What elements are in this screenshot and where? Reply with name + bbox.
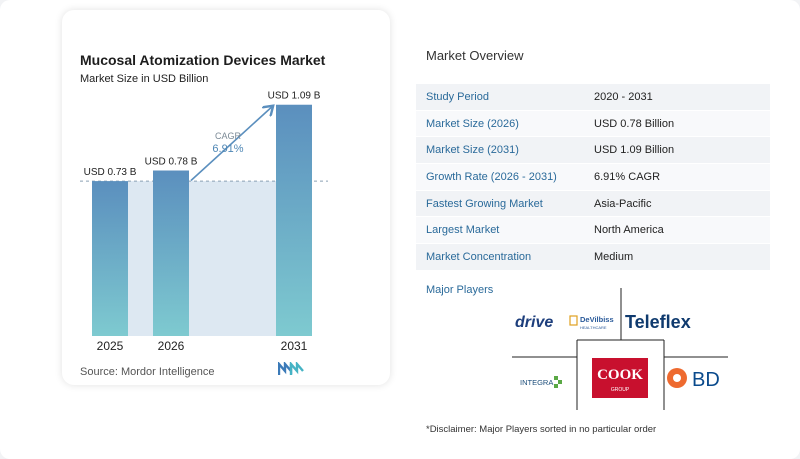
overview-row: Market Concentration Medium xyxy=(416,244,770,271)
chart-subtitle: Market Size in USD Billion xyxy=(80,73,209,85)
svg-text:BD: BD xyxy=(692,369,720,391)
growth-shade xyxy=(92,181,312,336)
major-players-title: Major Players xyxy=(426,284,494,296)
x-tick-2031: 2031 xyxy=(281,339,308,353)
overview-key: Growth Rate (2026 - 2031) xyxy=(426,170,557,183)
teleflex-logo: Teleflex xyxy=(625,312,691,332)
overview-value: North America xyxy=(594,224,664,237)
overview-row: Market Size (2026) USD 0.78 Billion xyxy=(416,110,770,138)
svg-text:Teleflex: Teleflex xyxy=(625,312,691,332)
bar-2026 xyxy=(153,170,189,336)
overview-row: Fastest Growing Market Asia-Pacific xyxy=(416,190,770,218)
market-overview-table: Study Period 2020 - 2031 Market Size (2026… xyxy=(416,84,770,271)
overview-row: Growth Rate (2026 - 2031) 6.91% CAGR xyxy=(416,164,770,191)
overview-key: Fastest Growing Market xyxy=(426,197,543,210)
overview-value: 6.91% CAGR xyxy=(594,170,661,183)
svg-text:GROUP: GROUP xyxy=(611,387,630,393)
data-label-2031: USD 1.09 B xyxy=(268,91,321,102)
overview-value: Medium xyxy=(594,250,634,263)
svg-text:drive: drive xyxy=(515,314,553,331)
overview-value: USD 0.78 Billion xyxy=(594,117,675,130)
market-overview-title: Market Overview xyxy=(426,48,524,63)
chart-title: Mucosal Atomization Devices Market xyxy=(80,52,326,68)
integra-logo: INTEGRA xyxy=(520,376,562,388)
cagr-value: 6.91% xyxy=(212,143,243,155)
data-label-2026: USD 0.78 B xyxy=(145,157,198,168)
svg-text:HEALTHCARE: HEALTHCARE xyxy=(580,325,607,330)
x-tick-2026: 2026 xyxy=(158,339,185,353)
bd-logo: BD xyxy=(667,368,720,391)
source-note: Source: Mordor Intelligence xyxy=(80,366,215,378)
bar-2025 xyxy=(92,181,128,336)
disclaimer: *Disclaimer: Major Players sorted in no … xyxy=(426,424,657,435)
drive-logo: drive xyxy=(515,314,553,331)
svg-text:INTEGRA: INTEGRA xyxy=(520,378,553,387)
cook-logo: COOK GROUP xyxy=(592,358,648,398)
svg-text:COOK: COOK xyxy=(597,367,643,383)
overview-row: Market Size (2031) USD 1.09 Billion xyxy=(416,137,770,165)
data-label-2025: USD 0.73 B xyxy=(84,167,137,178)
svg-text:DeVilbiss: DeVilbiss xyxy=(580,315,614,324)
cagr-label: CAGR xyxy=(215,131,242,141)
overview-key: Study Period xyxy=(426,90,489,103)
mordor-logo-icon xyxy=(278,362,304,375)
overview-key: Market Concentration xyxy=(426,250,532,263)
overview-value: 2020 - 2031 xyxy=(594,90,653,103)
overview-value: Asia-Pacific xyxy=(594,197,652,210)
overview-key: Largest Market xyxy=(426,224,500,237)
overview-row: Largest Market North America xyxy=(416,217,770,245)
bar-2031 xyxy=(276,104,312,336)
x-tick-2025: 2025 xyxy=(97,339,124,353)
overview-value: USD 1.09 Billion xyxy=(594,144,675,157)
cagr-arrow xyxy=(190,107,272,182)
overview-row: Study Period 2020 - 2031 xyxy=(416,84,770,111)
overview-key: Market Size (2026) xyxy=(426,117,519,130)
devilbiss-logo: DeVilbiss HEALTHCARE xyxy=(569,315,614,330)
overview-key: Market Size (2031) xyxy=(426,144,519,157)
